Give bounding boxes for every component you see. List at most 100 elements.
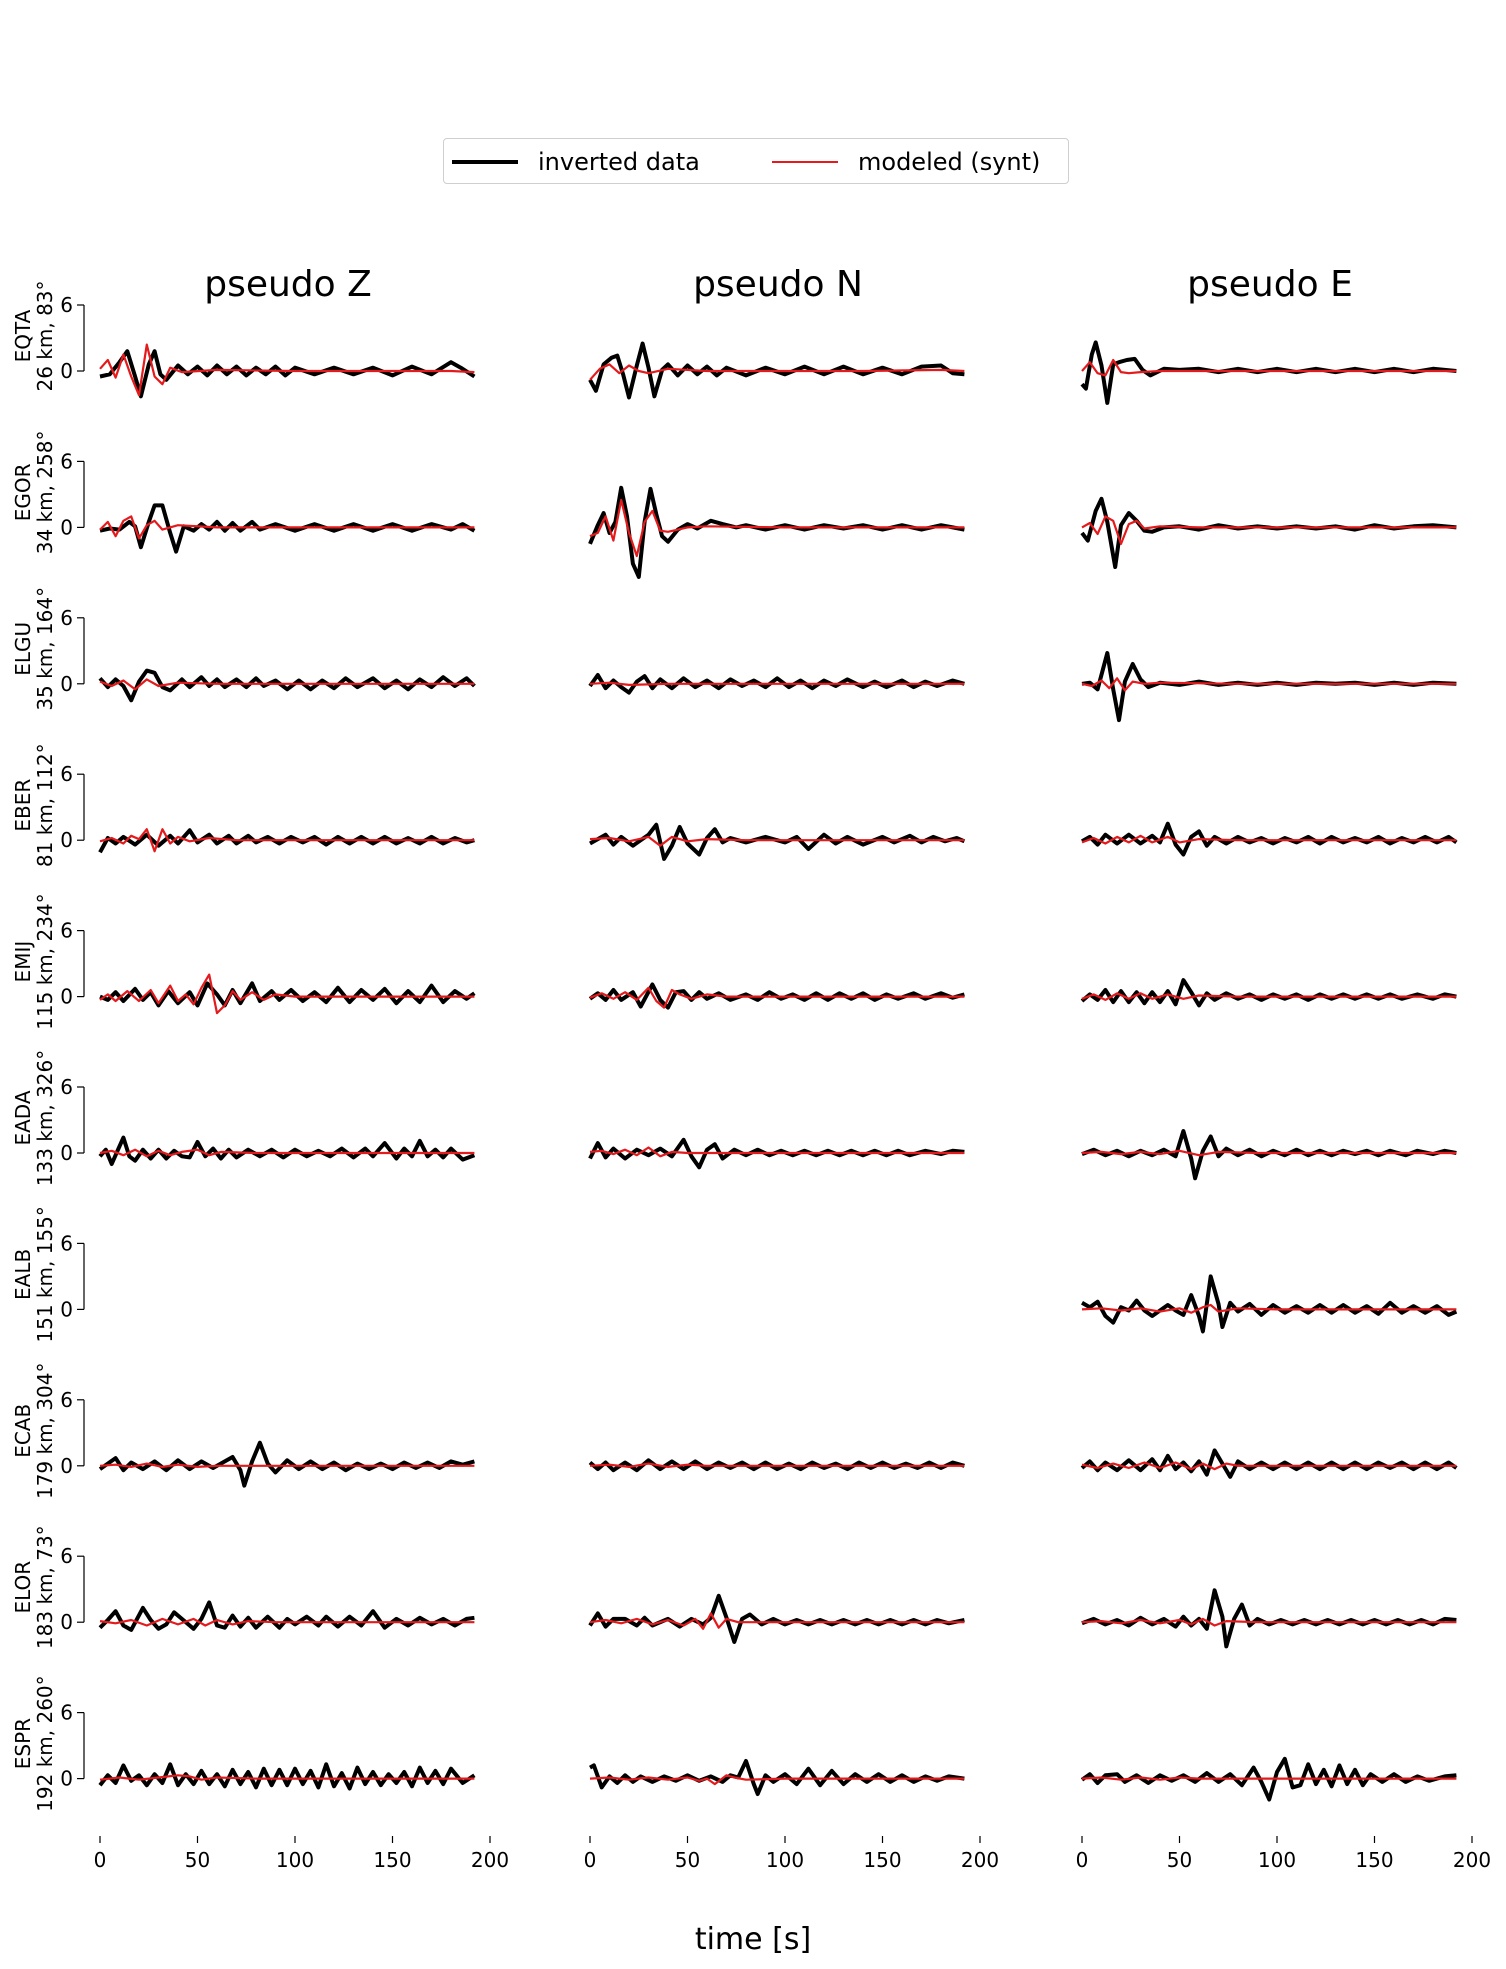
y-tick-label: 0	[60, 359, 73, 383]
y-tick-label: 0	[60, 828, 73, 852]
trace-inverted-data	[98, 1600, 475, 1632]
trace-modeled-synt	[99, 1462, 475, 1469]
trace-inverted-data	[98, 1135, 476, 1166]
trace-modeled-synt	[589, 1462, 965, 1469]
station-info: 34 km, 258°	[33, 431, 57, 555]
station-name: EGOR	[11, 463, 35, 521]
station-name: ESPR	[11, 1718, 35, 1769]
x-axis-label: time [s]	[694, 1922, 812, 1957]
trace-inverted-data	[589, 822, 966, 861]
trace-modeled-synt	[99, 678, 475, 691]
trace-inverted-data	[1080, 496, 1457, 569]
legend-label-data: inverted data	[538, 148, 700, 176]
trace-inverted-data	[588, 1593, 965, 1644]
trace-modeled-synt	[589, 1612, 965, 1630]
trace-modeled-synt	[589, 1774, 965, 1786]
station-info: 26 km, 83°	[33, 280, 57, 391]
trace-modeled-synt	[1081, 358, 1457, 377]
trace-modeled-synt	[99, 1774, 475, 1781]
x-tick-label: 150	[863, 1848, 901, 1872]
trace-modeled-synt	[1081, 1303, 1457, 1314]
trace-modeled-synt	[99, 1617, 475, 1627]
x-tick-label: 0	[584, 1848, 597, 1872]
station-name: ECAB	[11, 1404, 35, 1458]
y-tick-label: 6	[60, 293, 73, 317]
trace-modeled-synt	[1081, 677, 1457, 692]
trace-inverted-data	[98, 1440, 475, 1488]
y-tick-label: 6	[60, 606, 73, 630]
trace-inverted-data	[1081, 651, 1457, 723]
y-tick-label: 6	[60, 919, 73, 943]
trace-inverted-data	[588, 485, 965, 579]
trace-modeled-synt	[99, 1148, 475, 1158]
y-tick-label: 0	[60, 1767, 73, 1791]
y-tick-label: 0	[60, 1610, 73, 1634]
station-name: EQTA	[11, 309, 35, 362]
y-tick-label: 0	[60, 1141, 73, 1165]
trace-modeled-synt	[589, 498, 965, 558]
y-tick-label: 6	[60, 1701, 73, 1725]
trace-modeled-synt	[589, 835, 965, 847]
legend-line-data	[452, 160, 518, 164]
trace-modeled-synt	[99, 515, 475, 540]
x-tick-label: 50	[185, 1848, 210, 1872]
trace-inverted-data	[99, 503, 476, 554]
trace-inverted-data	[98, 668, 476, 703]
y-tick-label: 6	[60, 762, 73, 786]
trace-inverted-data	[1081, 1588, 1457, 1649]
station-name: EMIJ	[11, 941, 35, 983]
station-info: 81 km, 112°	[33, 743, 57, 867]
station-info: 151 km, 155°	[33, 1206, 57, 1342]
trace-modeled-synt	[1081, 1461, 1457, 1471]
x-tick-label: 0	[1076, 1848, 1089, 1872]
trace-inverted-data	[98, 1762, 476, 1791]
x-tick-label: 100	[276, 1848, 314, 1872]
y-tick-label: 0	[60, 1454, 73, 1478]
station-name: EALB	[11, 1249, 35, 1300]
y-tick-label: 0	[60, 985, 73, 1009]
column-title: pseudo Z	[204, 264, 372, 305]
y-tick-label: 6	[60, 449, 73, 473]
x-tick-label: 200	[1453, 1848, 1491, 1872]
trace-inverted-data	[1081, 821, 1458, 857]
x-tick-label: 150	[373, 1848, 411, 1872]
x-tick-label: 0	[94, 1848, 107, 1872]
x-tick-label: 50	[1167, 1848, 1192, 1872]
x-tick-label: 200	[961, 1848, 999, 1872]
y-tick-label: 6	[60, 1075, 73, 1099]
station-info: 115 km, 234°	[33, 893, 57, 1029]
column-title: pseudo N	[693, 264, 863, 305]
trace-modeled-synt	[99, 343, 475, 397]
y-tick-label: 0	[60, 1297, 73, 1321]
trace-modeled-synt	[1081, 1776, 1457, 1781]
x-tick-label: 50	[675, 1848, 700, 1872]
y-tick-label: 6	[60, 1388, 73, 1412]
trace-inverted-data	[1081, 1274, 1458, 1334]
trace-modeled-synt	[1081, 992, 1457, 1002]
legend-item-data: inverted data	[452, 139, 700, 185]
station-name: EBER	[11, 779, 35, 832]
trace-modeled-synt	[99, 973, 475, 1015]
trace-inverted-data	[99, 349, 476, 399]
y-tick-label: 0	[60, 515, 73, 539]
legend-line-synt	[772, 161, 838, 163]
station-info: 179 km, 304°	[33, 1363, 57, 1499]
trace-modeled-synt	[589, 986, 965, 1009]
trace-modeled-synt	[589, 681, 965, 687]
x-tick-label: 150	[1355, 1848, 1393, 1872]
trace-modeled-synt	[1081, 834, 1457, 845]
legend-item-synt: modeled (synt)	[772, 139, 1040, 185]
y-tick-label: 0	[60, 672, 73, 696]
y-tick-label: 6	[60, 1544, 73, 1568]
trace-modeled-synt	[1081, 1617, 1457, 1627]
trace-modeled-synt	[589, 1146, 965, 1158]
trace-modeled-synt	[99, 828, 475, 853]
station-info: 35 km, 164°	[33, 587, 57, 711]
x-tick-label: 100	[766, 1848, 804, 1872]
y-tick-label: 6	[60, 1231, 73, 1255]
legend: inverted data modeled (synt)	[443, 138, 1069, 184]
legend-label-synt: modeled (synt)	[858, 148, 1041, 176]
trace-inverted-data	[1080, 978, 1457, 1008]
trace-modeled-synt	[589, 363, 965, 381]
